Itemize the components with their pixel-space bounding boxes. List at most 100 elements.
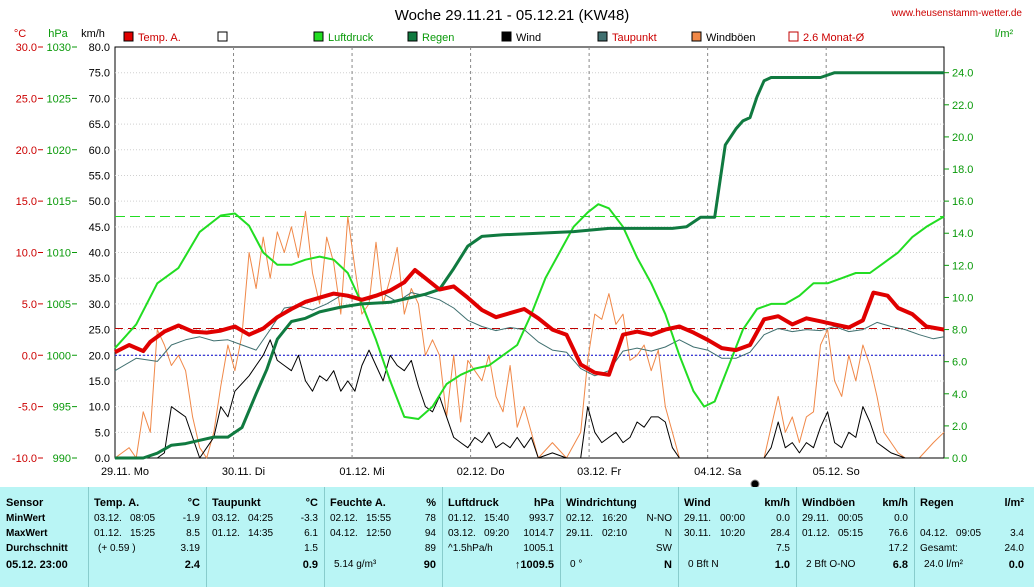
legend-label: Windböen [706,32,756,44]
wind-max-date: 30.11. [684,528,712,539]
legend-label: Taupunkt [612,32,657,44]
pressure-tick-label: 1030 [47,42,71,54]
min-label: MinWert [6,513,46,524]
legend-swatch [313,31,324,42]
wind-tick-label: 40.0 [89,248,110,260]
wind-tick-label: 25.0 [89,325,110,337]
wind-min-date: 29.11. [684,513,712,524]
pressure-tick-label: 1015 [47,196,71,208]
wind-tick-label: 45.0 [89,222,110,234]
rain-tick-label: 16.0 [952,196,973,208]
wdir-min-val: N-NO [646,513,672,524]
press-min-date: 01.12. [448,513,476,524]
pressure-tick-label: 1000 [47,350,71,362]
temp-max-val: 8.5 [186,528,200,539]
wind-tick-label: 55.0 [89,170,110,182]
wind-tick-label: 30.0 [89,299,110,311]
gust-min-val: 0.0 [894,513,908,524]
wdir-avg-val: SW [655,543,672,554]
hum-unit: % [426,497,436,509]
dew-min-date: 03.12. [212,513,240,524]
legend-label: Luftdruck [328,32,374,44]
legend-swatch [501,31,512,42]
legend-swatch [217,31,228,42]
x-tick-label: 05.12. So [813,466,860,478]
wind-max-time: 10:20 [720,528,746,539]
chart-legend: Temp. A. Luftdruck Regen Wind Taupunkt Windbö… [123,31,865,44]
temp-tick-label: 15.0 [16,196,37,208]
rain-tick-label: 12.0 [952,260,973,272]
stats-dewpoint: Taupunkt °C 03.12. 04:25 -3.3 01.12. 14:35 6.… [206,487,325,587]
rain-tick-label: 4.0 [952,389,967,401]
wdir-head: Windrichtung [566,497,637,509]
reference-lines [115,216,944,356]
wind-tick-label: 60.0 [89,145,110,157]
hum-min-date: 02.12. [330,513,358,524]
series-line-wind [115,339,944,459]
stats-temp: Temp. A. °C 03.12. 08:05 -1.9 01.12. 15:25 8.… [88,487,207,587]
temp-min-date: 03.12. [94,513,122,524]
temp-tick-label: -5.0 [18,402,37,414]
wdir-max-time: 02:10 [602,528,628,539]
gust-min-time: 00:05 [838,513,864,524]
stats-winddir: Windrichtung 02.12. 16:20 N-NO 29.11. 02:10… [560,487,679,587]
site-link[interactable]: www.heusenstamm-wetter.de [890,8,1022,19]
temp-tick-label: 10.0 [16,248,37,260]
pressure-unit-label: hPa [48,28,68,40]
rain-now-label: 24.0 l/m² [924,559,963,570]
x-tick-label: 30.11. Di [222,466,265,478]
wind-avg-val: 7.5 [776,543,790,554]
gust-unit: km/h [882,497,908,509]
hum-head: Feuchte A. [330,497,386,509]
wdir-now-deg: 0 ° [570,559,583,570]
legend-label: Temp. A. [138,32,181,44]
hum-max-date: 04.12. [330,528,358,539]
rain-unit: l/m² [1004,497,1024,509]
legend-label: 2.6 Monat-Ø [803,32,865,44]
temp-avg-extra: (+ 0.59 ) [98,543,136,554]
wind-tick-label: 0.0 [95,453,110,465]
legend-swatch [123,31,134,42]
dew-max-val: 6.1 [304,528,318,539]
rain-tick-label: 10.0 [952,292,973,304]
pressure-tick-label: 1020 [47,145,71,157]
grid-lines [115,47,944,458]
rain-max-date: 04.12. [920,528,948,539]
rain-max-time: 09:05 [956,528,982,539]
hum-max-time: 12:50 [366,528,392,539]
stats-sensor: Sensor MinWert MaxWert Durchschnitt 05.1… [0,487,89,587]
rain-unit-label: l/m² [995,28,1014,40]
weather-chart: Woche 29.11.21 - 05.12.21 (KW48) www.heu… [12,7,1022,487]
pressure-tick-label: 1005 [47,299,71,311]
press-head: Luftdruck [448,497,499,509]
rain-tick-label: 6.0 [952,357,967,369]
hum-abs: 5.14 g/m³ [334,559,377,570]
press-trend: ^1.5hPa/h [448,543,493,554]
temp-min-time: 08:05 [130,513,156,524]
rain-tick-label: 0.0 [952,453,967,465]
dew-max-time: 14:35 [248,528,274,539]
pressure-tick-label: 1010 [47,248,71,260]
gust-max-date: 01.12. [802,528,830,539]
legend-swatch [788,31,799,42]
wind-tick-label: 10.0 [89,402,110,414]
x-tick-label: 04.12. Sa [694,466,742,478]
gust-head: Windböen [802,497,856,509]
dew-max-date: 01.12. [212,528,240,539]
stats-panel: Sensor MinWert MaxWert Durchschnitt 05.1… [0,487,1034,587]
rain-tick-label: 14.0 [952,228,973,240]
wind-tick-label: 70.0 [89,93,110,105]
press-max-date: 03.12. [448,528,476,539]
wind-head: Wind [684,497,711,509]
dew-avg-val: 1.5 [304,543,318,554]
dew-unit: °C [305,497,318,509]
stats-humidity: Feuchte A.% 02.12. 15:55 78 04.12. 12:50 94 … [324,487,443,587]
rain-now: 0.0 [1008,559,1024,571]
x-tick-label: 29.11. Mo [101,466,149,478]
rain-tick-label: 18.0 [952,164,973,176]
rain-tick-label: 22.0 [952,100,973,112]
stats-pressure: Luftdruck hPa 01.12. 15:40 993.7 03.12. 09:2… [442,487,561,587]
press-avg-val: 1005.1 [523,543,554,554]
temp-avg-val: 3.19 [180,543,200,554]
rain-head: Regen [920,497,954,509]
